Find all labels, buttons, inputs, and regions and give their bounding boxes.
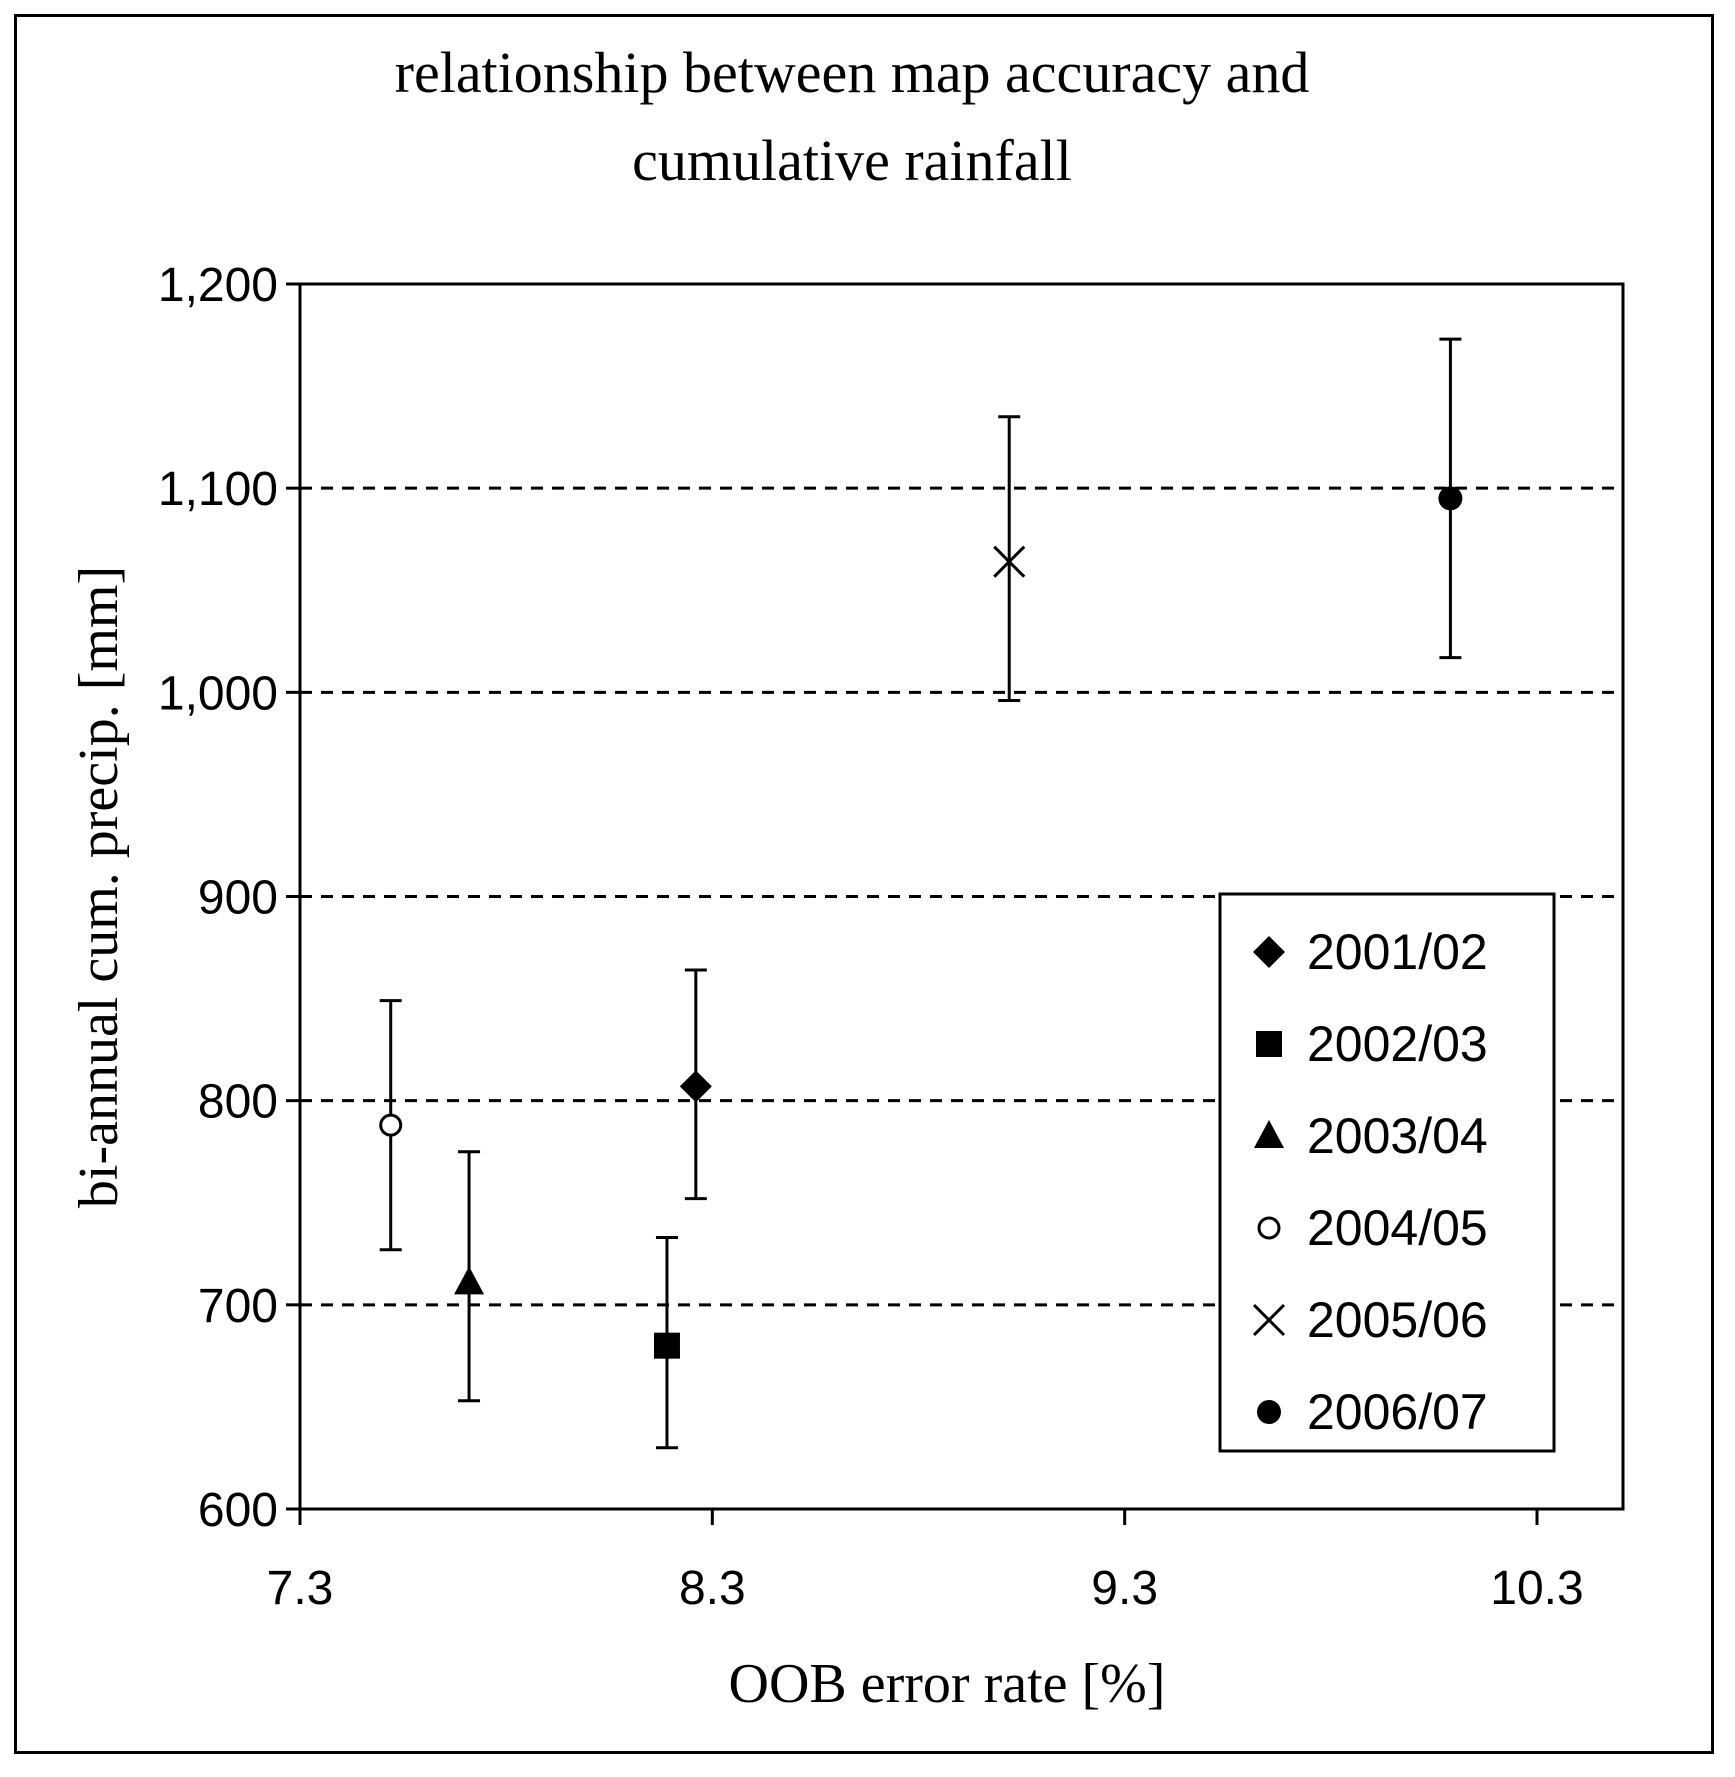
scatter-chart: relationship between map accuracy and cu… — [68, 40, 1625, 1715]
x-tick-label: 9.3 — [1091, 1562, 1158, 1615]
data-point-2001-02 — [679, 968, 712, 1201]
legend-label: 2003/04 — [1307, 1108, 1488, 1164]
legend-entry: 2004/05 — [1257, 1200, 1488, 1256]
marker-square — [653, 1332, 680, 1359]
legend-marker-asterisk — [1252, 1303, 1286, 1337]
legend-box — [1218, 892, 1556, 1453]
legend-entry: 2006/07 — [1257, 1384, 1488, 1440]
y-axis-label: bi-annual cum. precip. [mm] — [68, 566, 130, 1208]
chart-title-line-2: cumulative rainfall — [632, 128, 1072, 193]
legend-entry: 2003/04 — [1254, 1108, 1488, 1164]
x-tick-label: 8.3 — [679, 1562, 746, 1615]
x-tick-label: 10.3 — [1490, 1562, 1583, 1615]
marker-triangle — [454, 1266, 485, 1295]
x-axis-label: OOB error rate [%] — [729, 1653, 1166, 1715]
x-tick-label: 7.3 — [267, 1562, 334, 1615]
legend-label: 2005/06 — [1307, 1292, 1488, 1348]
y-tick-label: 900 — [198, 872, 278, 925]
axis-ticks: 600 700 800 900 1,000 1,100 1,200 7.3 8.3 9.3 10.3 — [158, 259, 1584, 1615]
asterisk-stroke — [993, 545, 1026, 578]
data-points — [379, 337, 1463, 1450]
legend-marker-triangle — [1254, 1120, 1284, 1148]
legend-marker-filled-circle — [1257, 1400, 1281, 1424]
data-point-2005-06 — [993, 415, 1026, 702]
legend-label: 2006/07 — [1307, 1384, 1488, 1440]
data-point-2004-05 — [379, 999, 403, 1252]
data-point-2006-07 — [1438, 337, 1463, 660]
figure-frame: relationship between map accuracy and cu… — [14, 14, 1714, 1754]
legend: 2001/02 2002/03 2003/04 2004/05 2005/06 2006/… — [1218, 892, 1556, 1453]
y-tick-label: 600 — [198, 1484, 278, 1537]
legend-entry: 2001/02 — [1253, 924, 1488, 980]
y-tick-label: 800 — [198, 1076, 278, 1129]
marker-open-circle — [379, 1113, 403, 1137]
y-tick-label: 1,000 — [158, 667, 278, 720]
legend-label: 2001/02 — [1307, 924, 1488, 980]
legend-entry: 2002/03 — [1256, 1016, 1488, 1072]
y-tick-label: 1,100 — [158, 463, 278, 516]
y-tick-label: 1,200 — [158, 259, 278, 312]
marker-diamond — [679, 1070, 712, 1103]
legend-marker-diamond — [1253, 936, 1285, 968]
marker-asterisk — [993, 545, 1026, 578]
marker-filled-circle — [1438, 486, 1463, 511]
legend-entry: 2005/06 — [1252, 1292, 1488, 1348]
data-point-2003-04 — [454, 1150, 485, 1403]
y-tick-label: 700 — [198, 1280, 278, 1333]
legend-marker-square — [1256, 1031, 1282, 1057]
legend-label: 2002/03 — [1307, 1016, 1488, 1072]
legend-marker-open-circle — [1257, 1216, 1281, 1240]
legend-label: 2004/05 — [1307, 1200, 1488, 1256]
data-point-2002-03 — [653, 1235, 680, 1450]
chart-title-line-1: relationship between map accuracy and — [395, 40, 1310, 105]
asterisk-stroke — [1252, 1303, 1286, 1337]
